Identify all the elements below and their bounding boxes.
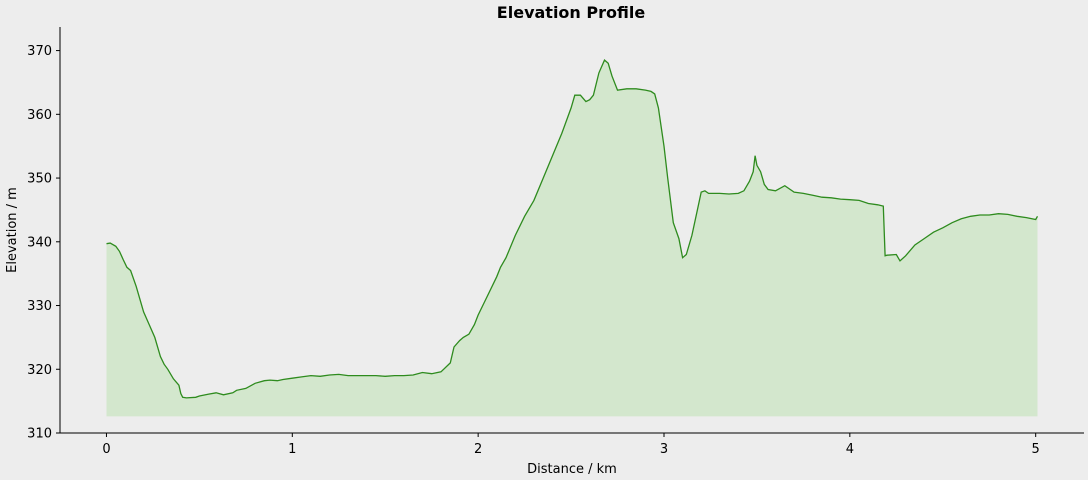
x-tick-label: 3 [660,442,668,457]
y-tick-label: 370 [27,44,52,59]
x-tick-label: 1 [288,442,296,457]
y-axis-label: Elevation / m [5,187,20,273]
x-tick-label: 0 [102,442,110,457]
y-tick-label: 320 [27,363,52,378]
y-tick-label: 310 [27,427,52,442]
x-axis-label: Distance / km [527,462,617,477]
y-axis-ticks: 310 320 330 340 350 360 370 [27,44,60,442]
y-tick-label: 350 [27,172,52,187]
elevation-line [106,59,1039,399]
x-axis-ticks: 0 1 2 3 4 5 [102,433,1040,457]
y-tick-label: 340 [27,235,52,250]
chart-title: Elevation Profile [497,3,646,22]
y-tick-label: 360 [27,108,52,123]
x-tick-label: 2 [474,442,482,457]
x-tick-label: 5 [1032,442,1040,457]
elevation-area-fill [106,60,1038,417]
y-tick-label: 330 [27,299,52,314]
x-tick-label: 4 [846,442,854,457]
